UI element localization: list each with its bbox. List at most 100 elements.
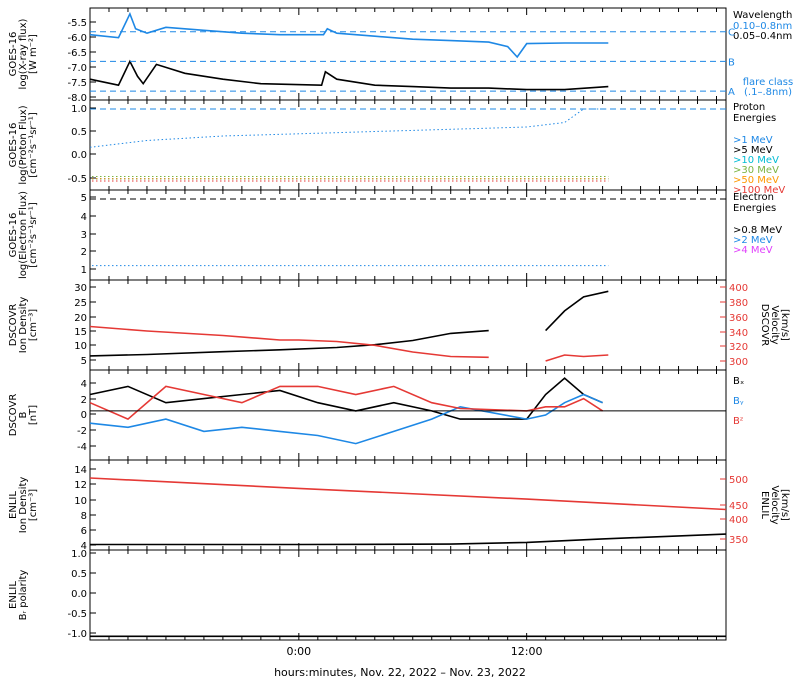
y-axis-label: ENLIL (8, 491, 19, 519)
panel-frame (89, 279, 727, 371)
y-tick-label: 6 (81, 526, 87, 537)
series-0.10–0.8nm (89, 11, 609, 59)
panel-frame (89, 369, 727, 461)
y-tick-label: 0.0 (71, 589, 87, 600)
flare-class-label: C (728, 28, 735, 39)
flare-class-label: A (728, 87, 735, 98)
y-axis-label: [cm⁻³] (28, 489, 39, 521)
y-tick-label: 0.5 (71, 127, 87, 138)
y-tick-label: 0.5 (71, 569, 87, 580)
y-tick-label: -0.5 (67, 174, 87, 185)
y-tick-label-right: 500 (729, 475, 748, 486)
flare-class-note: flare class (743, 77, 793, 88)
y-axis-label: log(X-ray flux) (18, 18, 29, 89)
y-axis-label-right: Velocity (769, 485, 780, 524)
legend-entry: >5 MeV (733, 145, 773, 156)
legend-entry: >10 MeV (733, 155, 779, 166)
y-tick-label: 4 (81, 541, 87, 552)
legend-entry: >50 MeV (733, 175, 779, 186)
y-tick-label: 2 (81, 247, 87, 258)
y-tick-label-right: 400 (729, 283, 748, 294)
legend-title: Energies (733, 113, 776, 124)
y-tick-label-right: 340 (729, 328, 748, 339)
y-axis-label-right: ENLIL (759, 491, 770, 519)
y-axis-label: log(Electron Flux) (18, 191, 29, 279)
y-axis-label-right: Velocity (769, 305, 780, 344)
series-Bₓ (89, 377, 603, 420)
y-tick-label: 1.0 (71, 104, 87, 115)
y-tick-label: 5 (81, 193, 87, 204)
y-tick-label: -6.0 (67, 33, 87, 44)
panel-proton: 1.0 0.5 0.0 -0.5 GOES-16 log(Proton Flux) [cm⁻… (8, 99, 785, 196)
y-axis-label: [cm⁻²s⁻¹sr⁻¹] (28, 112, 39, 178)
y-tick-label: 10 (74, 341, 87, 352)
y-tick-label: -6.5 (67, 48, 87, 59)
y-axis-label: B (18, 411, 29, 418)
series-Bᵧ (89, 393, 603, 445)
y-tick-label: -7.5 (67, 78, 87, 89)
y-tick-label: 8 (81, 511, 87, 522)
y-axis-label: GOES-16 (8, 213, 19, 258)
panel-dscovr_mag: 4 2 0 -2 -4 DSCOVR B [nT] Bₓ Bᵧ Bᶻ (8, 369, 744, 461)
series->1 MeV (89, 108, 609, 148)
y-tick-label: 20 (74, 313, 87, 324)
y-tick-label: 1 (81, 265, 87, 276)
y-axis-label: log(Proton Flux) (18, 105, 29, 184)
series-Ion Density (89, 290, 609, 357)
y-tick-label-right: 400 (729, 515, 748, 526)
flare-class-note: (.1–.8nm) (744, 87, 792, 98)
y-axis-label-right: [km/s] (779, 489, 790, 521)
series-Ion Density (90, 533, 727, 546)
y-tick-label: 10 (74, 496, 87, 507)
y-tick-label-right: 450 (729, 501, 748, 512)
y-tick-label: 0 (81, 410, 87, 421)
y-tick-label: 0.0 (71, 150, 87, 161)
y-axis-label-right: DSCOVR (759, 304, 770, 347)
y-tick-label: 30 (74, 283, 87, 294)
y-axis-label: [nT] (28, 405, 39, 425)
y-axis-label: GOES-16 (8, 123, 19, 168)
x-axis-label: hours:minutes, Nov. 22, 2022 – Nov. 23, … (274, 666, 526, 679)
y-axis-label: [cm⁻³] (28, 309, 39, 341)
series-Bᶻ (89, 385, 604, 421)
y-tick-label: 14 (74, 465, 87, 476)
legend-title: Electron (733, 192, 774, 203)
y-axis-label-right: [km/s] (779, 309, 790, 341)
y-tick-label: 1.0 (71, 549, 87, 560)
legend-entry: 0.10–0.8nm (733, 21, 792, 32)
y-tick-label: -4 (77, 442, 87, 453)
y-axis-label: Bᵣ polarity (18, 570, 29, 621)
y-tick-label: 4 (81, 379, 87, 390)
legend-entry: Bₓ (733, 376, 744, 387)
y-axis-label: DSCOVR (8, 304, 19, 347)
y-axis-label: DSCOVR (8, 394, 19, 437)
x-tick-label: 12:00 (511, 645, 543, 658)
y-tick-label-right: 300 (729, 357, 748, 368)
y-tick-label: -2 (77, 426, 87, 437)
legend: Bₓ Bᵧ Bᶻ (733, 376, 744, 427)
y-axis-label: [W m⁻²] (28, 34, 39, 74)
y-tick-label: 12 (74, 480, 87, 491)
y-tick-label-right: 350 (729, 535, 748, 546)
legend-entry: >4 MeV (733, 245, 773, 256)
legend-title: Wavelength (733, 10, 792, 21)
y-tick-label: 2 (81, 395, 87, 406)
panel-xray: -5.5 -6.0 -6.5 -7.0 -7.5 -8.0 GOES-16 log(X-ray… (8, 7, 793, 104)
y-tick-label: -0.5 (67, 609, 87, 620)
series-0.05–0.4nm (89, 59, 609, 91)
panel-frame (89, 549, 727, 641)
y-tick-label: 25 (74, 298, 87, 309)
y-tick-label-right: 380 (729, 298, 748, 309)
y-axis-label: Ion Density (18, 477, 29, 534)
y-tick-label: 15 (74, 327, 87, 338)
y-axis-label: Ion Density (18, 297, 29, 354)
legend-entry: >30 MeV (733, 165, 779, 176)
y-tick-label: -7.0 (67, 63, 87, 74)
y-tick-label-right: 320 (729, 342, 748, 353)
legend-entry: >1 MeV (733, 135, 773, 146)
